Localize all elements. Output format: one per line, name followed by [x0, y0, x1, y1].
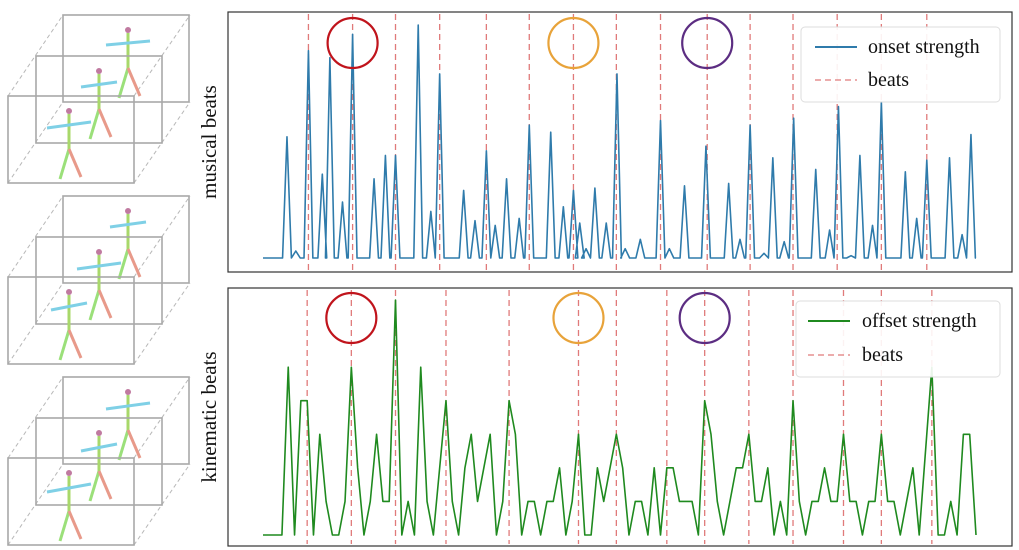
left-leg	[58, 148, 71, 180]
highlighted-frame	[7, 457, 135, 546]
y-axis-label: musical beats	[197, 85, 221, 199]
left-leg	[117, 429, 130, 461]
right-leg	[97, 289, 113, 319]
left-leg	[117, 67, 130, 99]
right-leg	[97, 470, 113, 500]
arms	[105, 39, 151, 47]
pose-frame	[35, 417, 163, 506]
legend-box	[800, 26, 1001, 103]
pose-frame	[62, 376, 190, 465]
arms	[109, 220, 147, 229]
pose-sequence-1	[7, 14, 191, 184]
series-line-onset-strength	[263, 24, 977, 259]
legend-label-beats: beats	[868, 69, 909, 91]
depth-guide	[7, 376, 64, 459]
highlight-circle	[325, 291, 378, 345]
highlight-circle	[678, 291, 731, 345]
arms	[50, 301, 88, 312]
arms	[80, 442, 118, 453]
right-leg	[67, 148, 83, 178]
pose-sequence-3	[7, 376, 191, 546]
legend: onset strength beats	[800, 26, 1001, 103]
left-leg	[58, 329, 71, 361]
right-leg	[67, 329, 83, 359]
head	[125, 27, 131, 33]
highlight-circle	[547, 16, 600, 70]
highlighted-frame	[7, 276, 135, 365]
head	[125, 208, 131, 214]
musical-beats-chart: musical beats onset strength beats	[197, 11, 1013, 273]
pose-sequence-2	[7, 195, 191, 365]
legend-label-onset: onset strength	[868, 36, 980, 58]
right-leg	[126, 67, 142, 97]
depth-guide	[7, 101, 64, 184]
head	[96, 430, 102, 436]
pose-sequence-panel	[7, 14, 191, 546]
head	[66, 470, 72, 476]
arms	[46, 482, 92, 494]
arms	[105, 401, 151, 411]
legend-label-offset: offset strength	[862, 310, 977, 332]
legend-label-beats: beats	[862, 344, 903, 366]
head	[66, 108, 72, 114]
right-leg	[67, 510, 83, 540]
highlighted-frame	[7, 95, 135, 184]
left-leg	[88, 108, 101, 140]
depth-guide	[7, 463, 64, 546]
pose-frame	[35, 236, 163, 325]
arms	[80, 80, 118, 89]
depth-guide	[7, 282, 64, 365]
highlight-circle	[681, 16, 734, 70]
highlight-circle	[326, 16, 379, 70]
head	[96, 249, 102, 255]
series-line-offset-strength	[263, 299, 977, 536]
depth-guide	[7, 14, 64, 97]
right-leg	[126, 248, 142, 278]
right-leg	[126, 429, 142, 459]
left-leg	[88, 289, 101, 321]
pose-frame	[35, 55, 163, 144]
kinematic-beats-chart: kinematic beats offset strength beats	[197, 287, 1013, 547]
depth-guide	[7, 195, 64, 278]
right-leg	[97, 108, 113, 138]
y-axis-label: kinematic beats	[197, 351, 221, 482]
pose-frame	[62, 195, 190, 284]
head	[125, 389, 131, 395]
highlight-circle	[552, 291, 605, 345]
arms	[76, 261, 122, 271]
head	[96, 68, 102, 74]
pose-frame	[62, 14, 190, 103]
legend: offset strength beats	[795, 300, 1001, 378]
left-leg	[58, 510, 71, 542]
left-leg	[117, 248, 130, 280]
head	[66, 289, 72, 295]
left-leg	[88, 470, 101, 502]
arms	[46, 120, 92, 130]
